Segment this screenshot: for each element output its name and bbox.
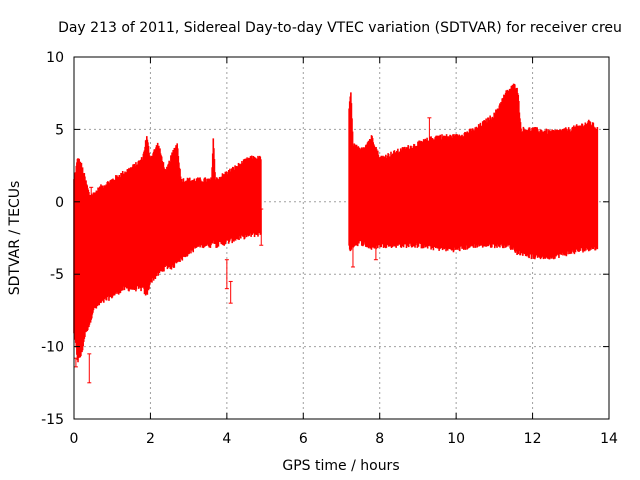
data-segment: [348, 83, 599, 260]
x-tick-label: 6: [299, 431, 308, 447]
data-series: [73, 83, 599, 384]
y-tick-label: 10: [46, 50, 64, 66]
x-tick-label: 0: [70, 431, 79, 447]
plot-frame: [73, 56, 610, 420]
chart-title: Day 213 of 2011, Sidereal Day-to-day VTE…: [58, 20, 622, 36]
y-tick-label: 5: [55, 122, 64, 138]
y-tick-label: -15: [41, 412, 64, 428]
x-tick-label: 14: [600, 431, 618, 447]
x-tick-label: 2: [146, 431, 155, 447]
x-tick-label: 12: [524, 431, 542, 447]
y-tick-label: -5: [50, 267, 64, 283]
x-tick-label: 4: [222, 431, 231, 447]
data-segment: [73, 136, 262, 363]
axis-ticks: 0 2 4 6 8 10 12 14 -15 -10 -5 0 5 10: [41, 50, 618, 447]
x-tick-label: 10: [447, 431, 465, 447]
y-tick-label: 0: [55, 195, 64, 211]
y-axis-label: SDTVAR / TECUs: [7, 181, 23, 296]
y-tick-label: -10: [41, 340, 64, 356]
x-tick-label: 8: [375, 431, 384, 447]
x-axis-label: GPS time / hours: [282, 458, 399, 474]
